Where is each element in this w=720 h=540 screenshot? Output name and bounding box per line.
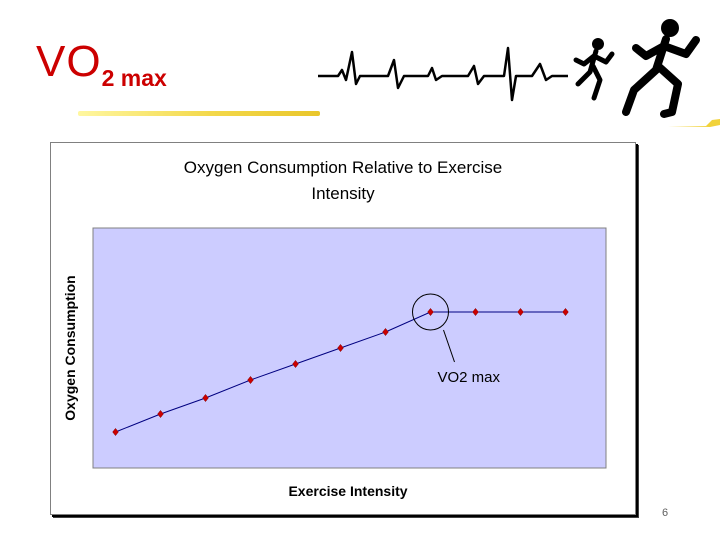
slide-title: VO2 max bbox=[36, 37, 167, 90]
heartbeat-line-icon bbox=[318, 46, 568, 102]
data-point-5 bbox=[292, 359, 299, 369]
data-point-2 bbox=[157, 409, 164, 419]
page-number: 6 bbox=[662, 507, 669, 519]
chart-frame: Oxygen Consumption Relative to Exercise … bbox=[50, 142, 636, 515]
series-layer: VO2 max bbox=[112, 293, 569, 437]
data-point-9 bbox=[472, 307, 479, 317]
data-point-11 bbox=[562, 307, 569, 317]
running-figures-icon bbox=[573, 19, 700, 118]
chart: Oxygen Consumption Relative to Exercise … bbox=[62, 158, 607, 499]
data-point-1 bbox=[112, 427, 119, 437]
right-accent-stroke bbox=[668, 119, 720, 127]
chart-title-line-2: Intensity bbox=[311, 184, 375, 203]
data-point-10 bbox=[517, 307, 524, 317]
annotation-leader-line bbox=[443, 329, 455, 363]
vo2max-annotation-label: VO2 max bbox=[438, 369, 501, 386]
title-underline bbox=[78, 111, 320, 116]
slide-title-main: VO bbox=[36, 37, 102, 86]
data-point-6 bbox=[337, 343, 344, 353]
x-axis-label: Exercise Intensity bbox=[288, 483, 407, 499]
plot-area bbox=[92, 227, 607, 469]
data-point-8 bbox=[427, 307, 434, 317]
data-point-3 bbox=[202, 393, 209, 403]
data-point-4 bbox=[247, 375, 254, 385]
chart-title-line-1: Oxygen Consumption Relative to Exercise bbox=[184, 158, 502, 177]
data-point-7 bbox=[382, 327, 389, 337]
y-axis-label: Oxygen Consumption bbox=[62, 275, 78, 420]
slide-title-subscript: 2 max bbox=[101, 65, 167, 91]
vo2max-highlight-circle bbox=[412, 293, 449, 331]
